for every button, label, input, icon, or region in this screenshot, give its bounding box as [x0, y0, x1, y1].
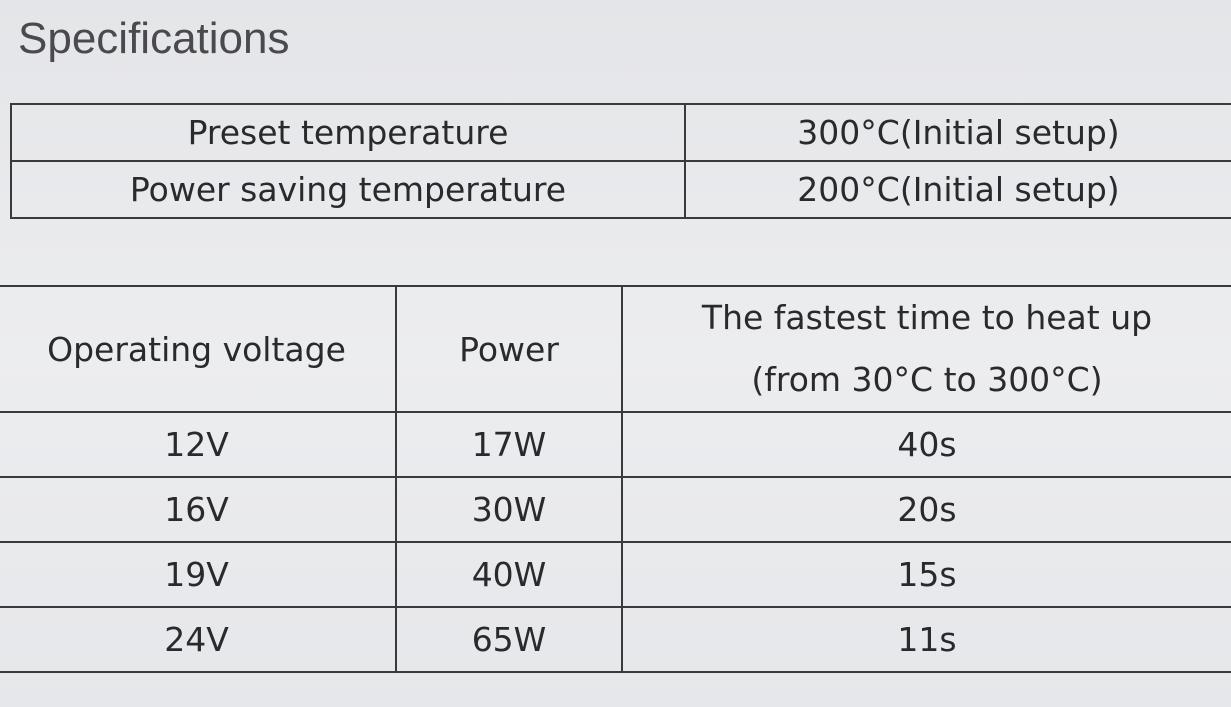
header-line: (from 30°C to 300°C) — [751, 360, 1103, 399]
cell: Power saving temperature — [10, 160, 686, 219]
heating-table: Operating voltage Power The fastest time… — [0, 285, 1231, 673]
cell: 16V — [0, 476, 397, 543]
cell: 24V — [0, 606, 397, 673]
table-row: 16V 30W 20s — [0, 476, 1231, 543]
cell: 200°C(Initial setup) — [684, 160, 1231, 219]
header-line: The fastest time to heat up — [701, 298, 1153, 337]
header-row: Operating voltage Power The fastest time… — [0, 285, 1231, 413]
temperature-table: Preset temperature 300°C(Initial setup) … — [10, 103, 1231, 219]
cell: 65W — [396, 606, 623, 673]
cell: 19V — [0, 541, 397, 608]
cell: 300°C(Initial setup) — [684, 103, 1231, 162]
cell: 40W — [396, 541, 623, 608]
table-row: 12V 17W 40s — [0, 411, 1231, 478]
table-row: 24V 65W 11s — [0, 606, 1231, 673]
table-row: Preset temperature 300°C(Initial setup) — [10, 103, 1231, 162]
table-row: 19V 40W 15s — [0, 541, 1231, 608]
cell: Preset temperature — [10, 103, 686, 162]
cell: 12V — [0, 411, 397, 478]
cell: 11s — [622, 606, 1231, 673]
header-cell: Power — [396, 285, 623, 413]
cell: 15s — [622, 541, 1231, 608]
header-cell: Operating voltage — [0, 285, 397, 413]
cell: 30W — [396, 476, 623, 543]
cell: 20s — [622, 476, 1231, 543]
title: Specifications — [18, 14, 290, 63]
cell: 17W — [396, 411, 623, 478]
table-row: Power saving temperature 200°C(Initial s… — [10, 160, 1231, 219]
cell: 40s — [622, 411, 1231, 478]
header-cell: The fastest time to heat up (from 30°C t… — [622, 285, 1231, 413]
